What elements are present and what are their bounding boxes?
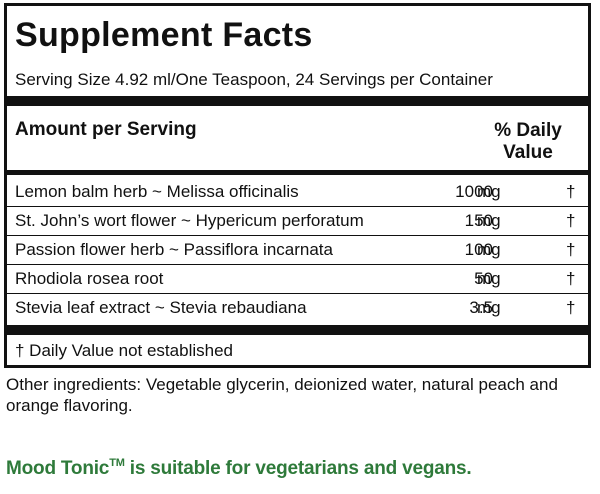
ingredient-table: Lemon balm herb ~ Melissa officinalis 10… <box>7 178 588 323</box>
daily-value-mark: † <box>566 240 576 259</box>
ingredient-name: Lemon balm herb ~ Melissa officinalis <box>15 182 299 201</box>
header-daily-value-line1: % Daily <box>494 120 562 141</box>
vegetarian-statement: Mood TonicTM is suitable for vegetarians… <box>6 457 472 479</box>
ingredient-amount: 150 <box>464 211 493 230</box>
table-row: St. John’s wort flower ~ Hypericum perfo… <box>7 207 588 236</box>
supplement-facts-panel: Supplement Facts Serving Size 4.92 ml/On… <box>4 3 591 368</box>
daily-value-mark: † <box>566 298 576 317</box>
table-row: Rhodiola rosea root 50 mg † <box>7 265 588 294</box>
ingredient-amount: 50 <box>474 269 493 288</box>
ingredient-unit: mg <box>477 298 501 317</box>
header-amount-per-serving: Amount per Serving <box>15 119 197 140</box>
serving-size: Serving Size 4.92 ml/One Teaspoon, 24 Se… <box>15 70 493 89</box>
ingredient-amount: 1000 <box>455 182 493 201</box>
daily-value-footnote: † Daily Value not established <box>15 341 233 360</box>
ingredient-amount: 100 <box>464 240 493 259</box>
trademark-mark: TM <box>109 457 125 469</box>
daily-value-mark: † <box>566 269 576 288</box>
ingredient-name: Rhodiola rosea root <box>15 269 164 288</box>
table-row: Stevia leaf extract ~ Stevia rebaudiana … <box>7 294 588 323</box>
ingredient-unit: mg <box>477 211 501 230</box>
ingredient-unit: mg <box>477 269 501 288</box>
panel-title: Supplement Facts <box>15 16 313 54</box>
ingredient-unit: mg <box>477 240 501 259</box>
vegetarian-text: is suitable for vegetarians and vegans. <box>124 458 472 479</box>
divider-medium <box>7 170 588 175</box>
ingredient-amount: 3.5 <box>469 298 493 317</box>
header-daily-value-line2: Value <box>503 142 553 163</box>
ingredient-unit: mg <box>477 182 501 201</box>
divider-thick-top <box>7 96 588 106</box>
ingredient-name: Passion flower herb ~ Passiflora incarna… <box>15 240 333 259</box>
ingredient-name: Stevia leaf extract ~ Stevia rebaudiana <box>15 298 307 317</box>
daily-value-mark: † <box>566 211 576 230</box>
table-row: Lemon balm herb ~ Melissa officinalis 10… <box>7 178 588 207</box>
other-ingredients: Other ingredients: Vegetable glycerin, d… <box>6 375 558 415</box>
table-row: Passion flower herb ~ Passiflora incarna… <box>7 236 588 265</box>
divider-thick-bottom <box>7 325 588 335</box>
daily-value-mark: † <box>566 182 576 201</box>
header-daily-value: % Daily Value <box>478 120 578 164</box>
ingredient-name: St. John’s wort flower ~ Hypericum perfo… <box>15 211 364 230</box>
brand-name: Mood Tonic <box>6 458 110 479</box>
